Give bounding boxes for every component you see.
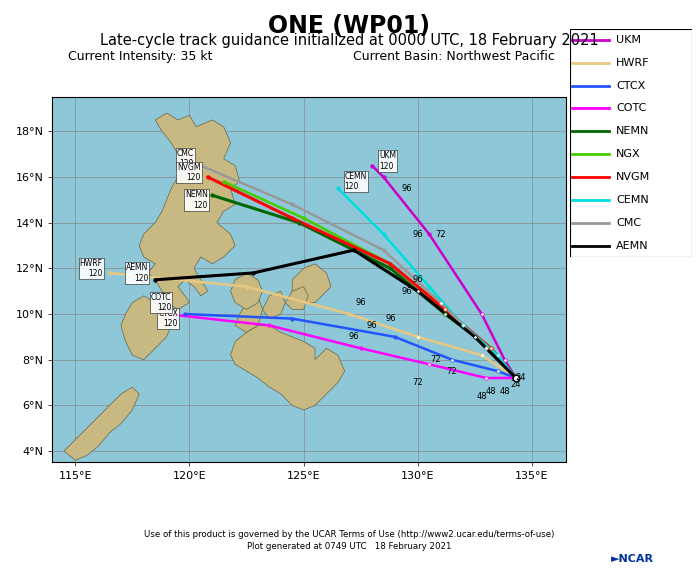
- Text: 96: 96: [355, 298, 366, 307]
- Polygon shape: [231, 325, 345, 410]
- Text: NVGM: NVGM: [617, 172, 650, 182]
- Text: COTC
120: COTC 120: [151, 293, 171, 312]
- Text: 48: 48: [477, 392, 487, 401]
- Text: 72: 72: [431, 355, 441, 364]
- Text: UKM: UKM: [617, 35, 641, 45]
- Text: CMC: CMC: [617, 218, 641, 228]
- Text: ►NCAR: ►NCAR: [610, 554, 654, 564]
- Text: 72: 72: [435, 230, 446, 239]
- Text: HWRF
120: HWRF 120: [80, 259, 103, 278]
- Text: NEMN: NEMN: [617, 126, 649, 136]
- Text: CTCX
120: CTCX 120: [158, 309, 178, 328]
- Polygon shape: [292, 264, 331, 303]
- Polygon shape: [121, 296, 171, 360]
- Text: AEMN: AEMN: [617, 240, 649, 251]
- Text: ONE (WP01): ONE (WP01): [268, 14, 431, 38]
- Text: HWRF: HWRF: [617, 58, 649, 68]
- Text: CEMN: CEMN: [617, 195, 649, 205]
- Polygon shape: [235, 296, 263, 332]
- Text: CEMN
120: CEMN 120: [345, 172, 367, 191]
- Text: COTC: COTC: [617, 103, 647, 114]
- Text: 96: 96: [385, 314, 396, 323]
- Text: NGX: NGX: [617, 149, 641, 159]
- Text: 96: 96: [367, 321, 377, 330]
- Text: CTCX: CTCX: [617, 81, 645, 91]
- Text: 24: 24: [515, 373, 526, 383]
- Text: 48: 48: [499, 387, 510, 396]
- Text: AEMN
120: AEMN 120: [126, 263, 148, 283]
- Text: 24: 24: [511, 380, 521, 389]
- Polygon shape: [139, 113, 240, 309]
- Polygon shape: [285, 287, 308, 309]
- Text: Current Basin: Northwest Pacific: Current Basin: Northwest Pacific: [354, 50, 555, 63]
- Text: 96: 96: [349, 332, 359, 341]
- Polygon shape: [231, 273, 263, 309]
- FancyBboxPatch shape: [570, 29, 692, 257]
- Text: 72: 72: [447, 367, 457, 376]
- Text: CMC
120: CMC 120: [177, 149, 194, 168]
- Text: 72: 72: [412, 378, 423, 387]
- Text: UKM
120: UKM 120: [379, 151, 396, 171]
- Text: Current Intensity: 35 kt: Current Intensity: 35 kt: [68, 50, 212, 63]
- Text: 96: 96: [412, 230, 423, 239]
- Text: NVGM
120: NVGM 120: [178, 163, 201, 182]
- Text: Use of this product is governed by the UCAR Terms of Use (http://www2.ucar.edu/t: Use of this product is governed by the U…: [144, 530, 555, 539]
- Text: 96: 96: [401, 287, 412, 296]
- Text: 96: 96: [401, 184, 412, 193]
- Polygon shape: [64, 387, 139, 460]
- Text: 48: 48: [486, 387, 496, 396]
- Polygon shape: [263, 291, 285, 319]
- Text: NEMN
120: NEMN 120: [185, 190, 208, 210]
- Text: Late-cycle track guidance initialized at 0000 UTC, 18 February 2021: Late-cycle track guidance initialized at…: [100, 33, 599, 48]
- Text: Plot generated at 0749 UTC   18 February 2021: Plot generated at 0749 UTC 18 February 2…: [247, 542, 452, 552]
- Text: 96: 96: [412, 275, 423, 284]
